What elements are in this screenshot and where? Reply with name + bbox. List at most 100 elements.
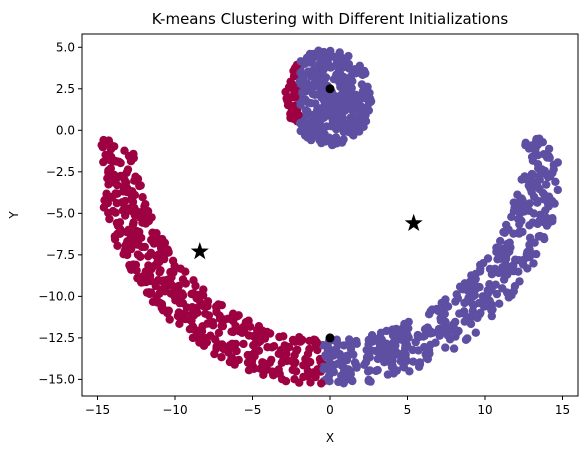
data-point bbox=[217, 322, 225, 330]
data-point bbox=[198, 332, 206, 340]
data-point bbox=[518, 228, 526, 236]
data-point bbox=[259, 359, 267, 367]
data-point bbox=[321, 351, 329, 359]
data-point bbox=[224, 315, 232, 323]
data-point bbox=[393, 366, 401, 374]
data-point bbox=[297, 57, 305, 65]
x-tick-label: 10 bbox=[477, 403, 492, 417]
data-point bbox=[152, 229, 160, 237]
y-tick-label: −5.0 bbox=[46, 206, 75, 220]
data-point bbox=[535, 232, 543, 240]
data-point bbox=[147, 265, 155, 273]
data-point bbox=[111, 189, 119, 197]
y-tick-label: −12.5 bbox=[38, 331, 75, 345]
data-point bbox=[336, 69, 344, 77]
data-point bbox=[298, 118, 306, 126]
data-point bbox=[290, 87, 298, 95]
data-point bbox=[390, 325, 398, 333]
data-point bbox=[286, 78, 294, 86]
data-point bbox=[397, 357, 405, 365]
data-point bbox=[348, 130, 356, 138]
y-tick-label: −15.0 bbox=[38, 372, 75, 386]
data-point bbox=[283, 357, 291, 365]
data-point bbox=[496, 246, 504, 254]
data-point bbox=[216, 312, 224, 320]
data-point bbox=[360, 88, 368, 96]
data-point bbox=[282, 377, 290, 385]
data-point bbox=[129, 218, 137, 226]
data-point bbox=[543, 153, 551, 161]
data-point bbox=[239, 340, 247, 348]
data-point bbox=[165, 307, 173, 315]
data-point bbox=[455, 309, 463, 317]
data-point bbox=[441, 310, 449, 318]
data-point bbox=[270, 342, 278, 350]
data-point bbox=[334, 359, 342, 367]
data-point bbox=[461, 317, 469, 325]
data-point bbox=[479, 259, 487, 267]
data-point bbox=[132, 266, 140, 274]
data-point bbox=[520, 204, 528, 212]
data-point bbox=[534, 160, 542, 168]
data-point bbox=[350, 66, 358, 74]
data-point bbox=[282, 345, 290, 353]
data-point bbox=[550, 165, 558, 173]
data-point bbox=[118, 228, 126, 236]
data-point bbox=[514, 268, 522, 276]
x-tick-label: −15 bbox=[85, 403, 110, 417]
data-point bbox=[315, 53, 323, 61]
data-point bbox=[349, 350, 357, 358]
data-point bbox=[319, 365, 327, 373]
centroid-circle bbox=[326, 333, 335, 342]
data-point bbox=[334, 123, 342, 131]
data-point bbox=[311, 65, 319, 73]
data-point bbox=[311, 99, 319, 107]
data-point bbox=[121, 204, 129, 212]
data-point bbox=[302, 361, 310, 369]
data-point bbox=[149, 237, 157, 245]
data-point bbox=[488, 312, 496, 320]
data-point bbox=[304, 67, 312, 75]
data-point bbox=[453, 290, 461, 298]
data-point bbox=[329, 350, 337, 358]
data-point bbox=[227, 354, 235, 362]
data-point bbox=[324, 59, 332, 67]
data-point bbox=[205, 311, 213, 319]
data-point bbox=[449, 326, 457, 334]
data-point bbox=[267, 356, 275, 364]
data-point bbox=[293, 346, 301, 354]
data-point bbox=[130, 177, 138, 185]
centroid-star bbox=[405, 214, 423, 231]
data-point bbox=[494, 255, 502, 263]
data-point bbox=[340, 83, 348, 91]
data-point bbox=[476, 267, 484, 275]
y-tick-label: −10.0 bbox=[38, 289, 75, 303]
data-point bbox=[305, 345, 313, 353]
data-point bbox=[324, 50, 332, 58]
data-point bbox=[554, 186, 562, 194]
data-point bbox=[469, 300, 477, 308]
data-point bbox=[450, 344, 458, 352]
data-point bbox=[498, 284, 506, 292]
data-point bbox=[223, 343, 231, 351]
data-point bbox=[249, 332, 257, 340]
data-point bbox=[530, 178, 538, 186]
data-point bbox=[244, 358, 252, 366]
data-point bbox=[105, 215, 113, 223]
data-point bbox=[466, 284, 474, 292]
data-point bbox=[164, 280, 172, 288]
data-point bbox=[528, 153, 536, 161]
data-point bbox=[329, 141, 337, 149]
data-point bbox=[296, 338, 304, 346]
data-point bbox=[179, 275, 187, 283]
data-point bbox=[261, 332, 269, 340]
data-point bbox=[294, 111, 302, 119]
y-axis-ticks: 5.02.50.0−2.5−5.0−7.5−10.0−12.5−15.0 bbox=[38, 40, 82, 386]
data-point bbox=[545, 145, 553, 153]
data-point bbox=[472, 275, 480, 283]
data-point bbox=[115, 158, 123, 166]
data-point bbox=[138, 193, 146, 201]
data-point bbox=[122, 178, 130, 186]
data-point bbox=[495, 300, 503, 308]
